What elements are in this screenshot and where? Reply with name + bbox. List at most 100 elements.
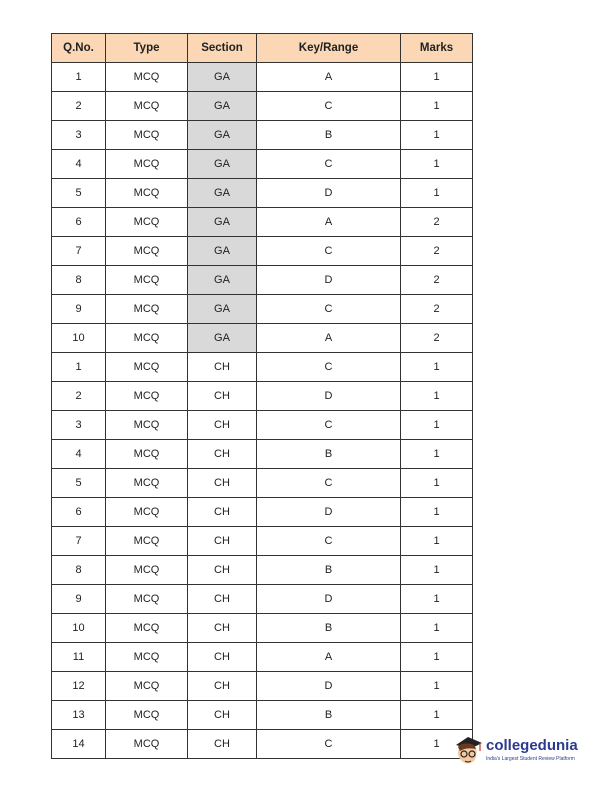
cell-qno: 8 bbox=[51, 555, 106, 585]
cell-type: MCQ bbox=[105, 468, 188, 498]
cell-type: MCQ bbox=[105, 265, 188, 295]
cell-key: B bbox=[256, 700, 401, 730]
cell-qno: 7 bbox=[51, 526, 106, 556]
cell-key: B bbox=[256, 613, 401, 643]
table-row: 3 MCQ GA B 1 bbox=[51, 120, 473, 150]
table-row: 9 MCQ CH D 1 bbox=[51, 584, 473, 614]
cell-section: CH bbox=[187, 729, 257, 759]
cell-type: MCQ bbox=[105, 584, 188, 614]
cell-qno: 3 bbox=[51, 120, 106, 150]
cell-qno: 6 bbox=[51, 207, 106, 237]
cell-qno: 9 bbox=[51, 584, 106, 614]
cell-section: CH bbox=[187, 671, 257, 701]
cell-type: MCQ bbox=[105, 120, 188, 150]
table-row: 13 MCQ CH B 1 bbox=[51, 700, 473, 730]
cell-key: A bbox=[256, 642, 401, 672]
table-row: 6 MCQ GA A 2 bbox=[51, 207, 473, 237]
table-row: 7 MCQ CH C 1 bbox=[51, 526, 473, 556]
cell-marks: 1 bbox=[400, 700, 473, 730]
cell-type: MCQ bbox=[105, 526, 188, 556]
answer-key-table: Q.No. Type Section Key/Range Marks 1 MCQ GA A 1 2… bbox=[51, 33, 473, 759]
table-row: 4 MCQ GA C 1 bbox=[51, 149, 473, 179]
cell-marks: 2 bbox=[400, 236, 473, 266]
cell-marks: 1 bbox=[400, 526, 473, 556]
cell-marks: 1 bbox=[400, 120, 473, 150]
cell-type: MCQ bbox=[105, 613, 188, 643]
cell-type: MCQ bbox=[105, 236, 188, 266]
cell-section: CH bbox=[187, 439, 257, 469]
table-row: 2 MCQ CH D 1 bbox=[51, 381, 473, 411]
cell-type: MCQ bbox=[105, 729, 188, 759]
cell-type: MCQ bbox=[105, 700, 188, 730]
cell-marks: 1 bbox=[400, 410, 473, 440]
cell-key: C bbox=[256, 352, 401, 382]
cell-section: CH bbox=[187, 700, 257, 730]
cell-section: CH bbox=[187, 468, 257, 498]
header-qno: Q.No. bbox=[51, 33, 106, 63]
cell-section: GA bbox=[187, 62, 257, 92]
header-type: Type bbox=[105, 33, 188, 63]
cell-type: MCQ bbox=[105, 149, 188, 179]
cell-qno: 8 bbox=[51, 265, 106, 295]
cell-type: MCQ bbox=[105, 91, 188, 121]
cell-marks: 1 bbox=[400, 352, 473, 382]
cell-qno: 1 bbox=[51, 352, 106, 382]
cell-key: C bbox=[256, 468, 401, 498]
cell-key: B bbox=[256, 120, 401, 150]
table-row: 3 MCQ CH C 1 bbox=[51, 410, 473, 440]
logo-tagline: India's Largest Student Review Platform bbox=[486, 756, 575, 762]
cell-key: C bbox=[256, 526, 401, 556]
table-row: 1 MCQ GA A 1 bbox=[51, 62, 473, 92]
cell-type: MCQ bbox=[105, 410, 188, 440]
cell-qno: 6 bbox=[51, 497, 106, 527]
cell-key: B bbox=[256, 555, 401, 585]
cell-marks: 2 bbox=[400, 207, 473, 237]
cell-section: CH bbox=[187, 381, 257, 411]
cell-marks: 1 bbox=[400, 178, 473, 208]
cell-marks: 2 bbox=[400, 294, 473, 324]
cell-marks: 1 bbox=[400, 62, 473, 92]
cell-key: D bbox=[256, 497, 401, 527]
cell-section: GA bbox=[187, 294, 257, 324]
cell-qno: 10 bbox=[51, 323, 106, 353]
cell-marks: 1 bbox=[400, 671, 473, 701]
cell-type: MCQ bbox=[105, 671, 188, 701]
header-marks: Marks bbox=[400, 33, 473, 63]
collegedunia-logo: collegedunia India's Largest Student Rev… bbox=[452, 733, 612, 773]
cell-marks: 1 bbox=[400, 468, 473, 498]
cell-type: MCQ bbox=[105, 381, 188, 411]
cell-section: CH bbox=[187, 352, 257, 382]
cell-marks: 1 bbox=[400, 555, 473, 585]
cell-section: CH bbox=[187, 497, 257, 527]
cell-key: C bbox=[256, 294, 401, 324]
table-row: 4 MCQ CH B 1 bbox=[51, 439, 473, 469]
cell-qno: 1 bbox=[51, 62, 106, 92]
cell-key: D bbox=[256, 265, 401, 295]
table-row: 10 MCQ CH B 1 bbox=[51, 613, 473, 643]
cell-qno: 4 bbox=[51, 149, 106, 179]
cell-qno: 14 bbox=[51, 729, 106, 759]
header-section: Section bbox=[187, 33, 257, 63]
table-row: 8 MCQ GA D 2 bbox=[51, 265, 473, 295]
header-row: Q.No. Type Section Key/Range Marks bbox=[51, 33, 473, 63]
cell-qno: 5 bbox=[51, 178, 106, 208]
table-row: 12 MCQ CH D 1 bbox=[51, 671, 473, 701]
cell-section: CH bbox=[187, 642, 257, 672]
cell-type: MCQ bbox=[105, 294, 188, 324]
table-row: 2 MCQ GA C 1 bbox=[51, 91, 473, 121]
header-key: Key/Range bbox=[256, 33, 401, 63]
cell-qno: 4 bbox=[51, 439, 106, 469]
mascot-icon bbox=[456, 737, 482, 764]
cell-marks: 1 bbox=[400, 149, 473, 179]
cell-marks: 2 bbox=[400, 323, 473, 353]
cell-qno: 13 bbox=[51, 700, 106, 730]
cell-section: GA bbox=[187, 149, 257, 179]
cell-key: A bbox=[256, 62, 401, 92]
cell-section: GA bbox=[187, 120, 257, 150]
cell-key: D bbox=[256, 178, 401, 208]
cell-type: MCQ bbox=[105, 642, 188, 672]
cell-section: GA bbox=[187, 207, 257, 237]
cell-section: GA bbox=[187, 178, 257, 208]
cell-qno: 12 bbox=[51, 671, 106, 701]
table-row: 11 MCQ CH A 1 bbox=[51, 642, 473, 672]
